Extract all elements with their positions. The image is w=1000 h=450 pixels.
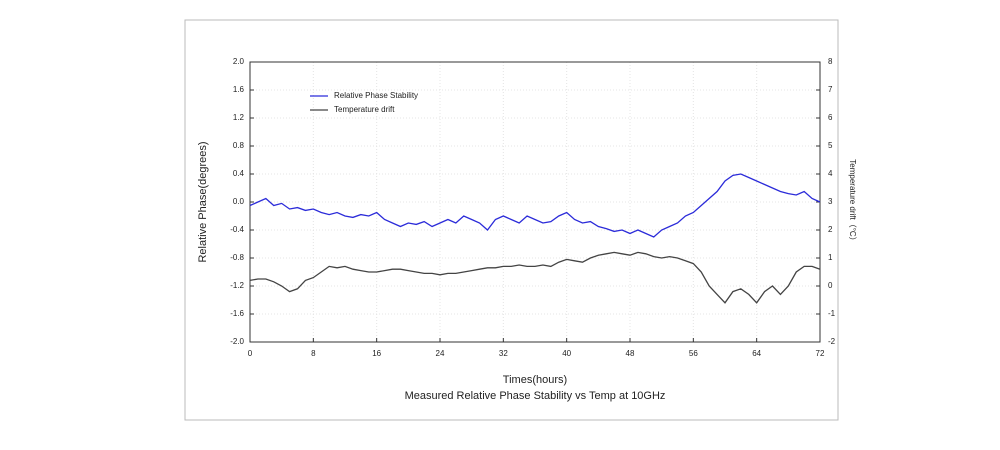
x-tick-label: 32 [499,349,508,358]
x-tick-label: 0 [248,349,253,358]
y-tick-label: 0.4 [233,169,245,178]
y2-tick-label: 7 [828,85,833,94]
y2-tick-label: -1 [828,309,836,318]
y2-tick-label: 3 [828,197,833,206]
x-tick-label: 72 [816,349,825,358]
y-tick-label: 2.0 [233,57,245,66]
x-tick-label: 16 [372,349,381,358]
y2-tick-label: -2 [828,337,836,346]
y-tick-label: 0.8 [233,141,245,150]
y2-tick-label: 2 [828,225,833,234]
caption: Measured Relative Phase Stability vs Tem… [405,390,666,402]
y-tick-label: -2.0 [230,337,244,346]
series-line [249,173,821,238]
x-tick-label: 56 [689,349,698,358]
y-tick-label: -1.2 [230,281,244,290]
x-axis-label: Times(hours) [503,374,567,386]
x-tick-label: 8 [311,349,316,358]
y-tick-label: 1.6 [233,85,245,94]
y-tick-label: -0.8 [230,253,244,262]
series-line [249,251,821,304]
y2-tick-label: 1 [828,253,833,262]
y-tick-label: 1.2 [233,113,245,122]
x-tick-label: 40 [562,349,571,358]
y-tick-label: -0.4 [230,225,244,234]
x-tick-label: 48 [626,349,635,358]
legend-label: Temperature drift [334,105,395,114]
y2-tick-label: 5 [828,141,833,150]
y2-tick-label: 4 [828,169,833,178]
legend-label: Relative Phase Stability [334,91,418,100]
x-tick-label: 24 [436,349,445,358]
y2-axis-label: Temperature drift（°C） [848,159,857,244]
y2-tick-label: 0 [828,281,833,290]
y-tick-label: 0.0 [233,197,245,206]
y-tick-label: -1.6 [230,309,244,318]
x-tick-label: 64 [752,349,761,358]
y2-tick-label: 8 [828,57,833,66]
y-axis-label: Relative Phase(degrees) [197,141,209,262]
y2-tick-label: 6 [828,113,833,122]
